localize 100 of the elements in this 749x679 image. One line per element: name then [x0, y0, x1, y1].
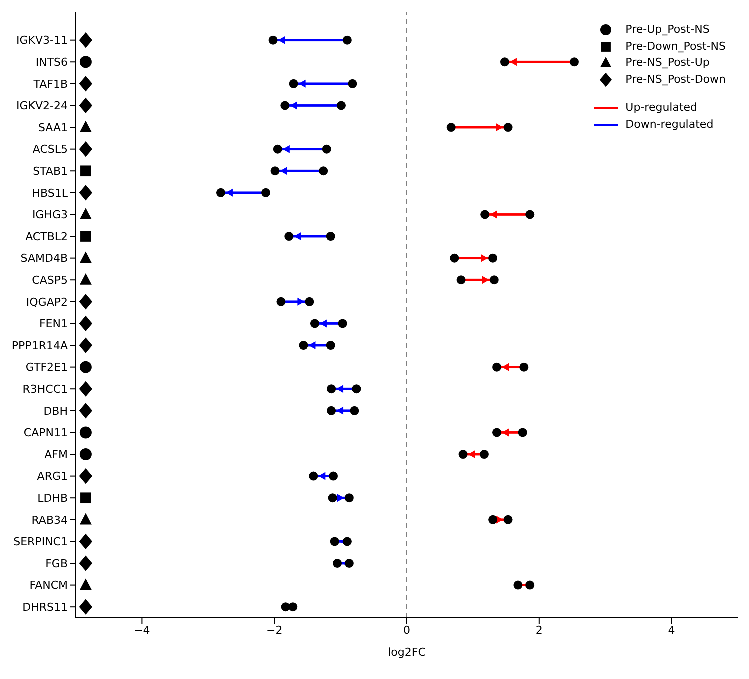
- point: [322, 144, 332, 154]
- point: [289, 79, 298, 88]
- point: [492, 362, 502, 372]
- point: [446, 123, 456, 132]
- legend-label: Up-regulated: [626, 100, 698, 116]
- point: [79, 381, 93, 397]
- x-tick-label: −2: [266, 624, 283, 637]
- point: [326, 341, 336, 350]
- point: [79, 76, 93, 92]
- point: [280, 101, 290, 110]
- y-tick-label: FGB: [46, 557, 68, 570]
- point: [80, 448, 92, 461]
- point: [79, 142, 93, 158]
- point: [326, 232, 336, 242]
- point: [80, 492, 92, 504]
- point: [79, 316, 93, 332]
- y-tick-label: RAB34: [32, 514, 68, 527]
- y-tick-label: FEN1: [39, 318, 68, 331]
- point: [80, 361, 92, 374]
- point: [79, 403, 93, 419]
- point: [310, 319, 320, 328]
- y-tick-label: GTF2E1: [26, 361, 68, 374]
- point: [281, 602, 290, 612]
- x-tick-label: 2: [536, 624, 543, 637]
- point: [520, 362, 529, 372]
- point: [328, 494, 338, 503]
- point: [570, 58, 579, 67]
- y-tick-label: IGHG3: [32, 208, 68, 222]
- y-tick-label: IGKV2-24: [16, 100, 68, 113]
- point: [348, 79, 358, 88]
- point: [490, 276, 499, 285]
- point: [80, 578, 92, 590]
- point: [79, 556, 93, 572]
- y-tick-label: DHRS11: [22, 601, 68, 614]
- y-tick-label: PPP1R14A: [12, 339, 68, 352]
- point: [352, 384, 362, 394]
- point: [276, 297, 286, 306]
- point: [80, 120, 92, 132]
- legend-label: Pre-NS_Post-Up: [626, 55, 710, 71]
- y-tick-label: FANCM: [30, 579, 68, 592]
- y-tick-label: LDHB: [38, 492, 68, 506]
- point: [216, 188, 226, 198]
- point: [270, 166, 280, 176]
- point: [330, 537, 340, 546]
- point: [526, 210, 535, 220]
- point: [79, 98, 93, 114]
- point: [80, 208, 92, 220]
- point: [80, 166, 92, 177]
- point: [80, 274, 92, 285]
- point: [309, 472, 318, 481]
- y-tick-label: DBH: [44, 404, 68, 418]
- point: [458, 450, 468, 460]
- legend-label: Pre-NS_Post-Down: [626, 72, 726, 88]
- point: [79, 468, 93, 484]
- y-tick-label: SAA1: [38, 121, 68, 134]
- point: [305, 297, 314, 306]
- point: [450, 254, 460, 263]
- point: [79, 599, 93, 615]
- point: [492, 428, 502, 438]
- y-tick-label: CAPN11: [24, 426, 68, 440]
- point: [338, 319, 348, 328]
- point: [79, 338, 93, 354]
- point: [488, 515, 498, 524]
- point: [480, 210, 490, 220]
- point: [80, 252, 92, 264]
- y-tick-label: SAMD4B: [20, 252, 68, 266]
- point: [488, 254, 498, 263]
- point: [344, 559, 354, 568]
- point: [342, 36, 352, 45]
- point: [79, 185, 93, 201]
- point: [268, 36, 278, 45]
- point: [526, 580, 535, 590]
- point: [504, 515, 513, 524]
- y-tick-label: HBS1L: [32, 186, 69, 200]
- point: [261, 188, 270, 198]
- y-tick-label: AFM: [44, 448, 68, 462]
- point: [336, 101, 346, 110]
- point: [319, 166, 328, 176]
- legend-label: Down-regulated: [626, 116, 714, 132]
- point: [79, 294, 93, 310]
- point: [332, 559, 342, 568]
- y-tick-label: R3HCC1: [22, 383, 68, 396]
- y-tick-label: IGKV3-11: [16, 34, 68, 48]
- point: [327, 384, 336, 394]
- y-tick-label: IQGAP2: [26, 296, 68, 309]
- point: [329, 472, 338, 481]
- y-tick-label: STAB1: [33, 165, 68, 178]
- point: [456, 276, 466, 285]
- point: [80, 56, 92, 68]
- x-axis-title: log2FC: [388, 646, 426, 659]
- point: [299, 341, 308, 350]
- point: [518, 428, 528, 438]
- x-tick-label: 4: [668, 624, 676, 637]
- point: [80, 426, 92, 439]
- point: [504, 123, 513, 132]
- point: [79, 534, 93, 550]
- point: [80, 513, 92, 525]
- y-tick-label: ACTBL2: [26, 230, 68, 244]
- y-tick-label: SERPINC1: [14, 536, 68, 549]
- y-tick-label: ACSL5: [32, 143, 68, 156]
